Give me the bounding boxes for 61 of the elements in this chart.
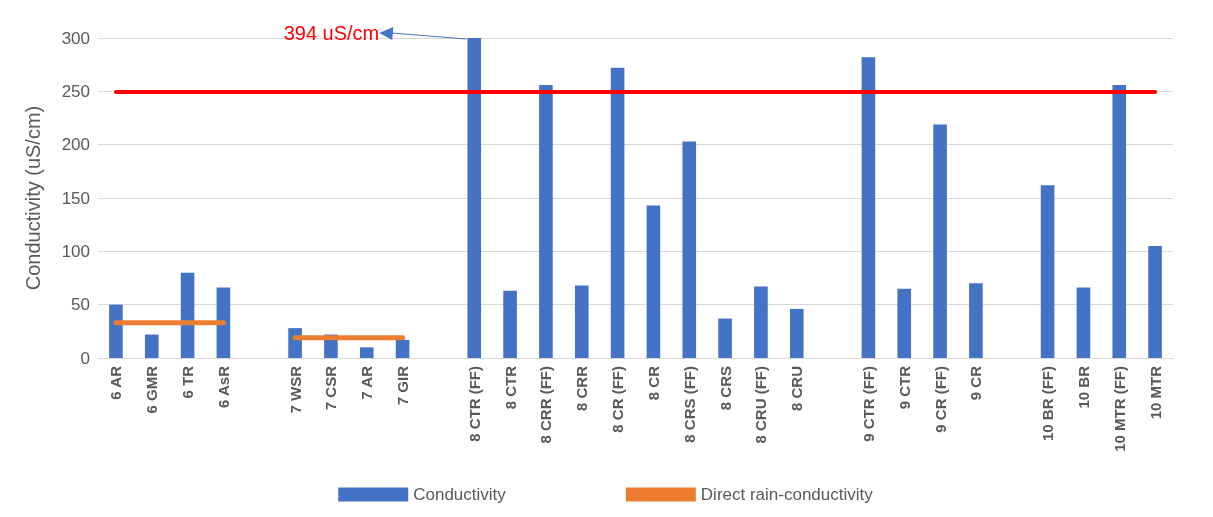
- legend-label: Conductivity: [413, 485, 507, 504]
- x-tick-label: 10 MTR: [1146, 365, 1164, 420]
- bar: [897, 288, 912, 358]
- x-tick-label: 8 CRU (FF): [752, 366, 770, 444]
- y-tick-label: 50: [71, 295, 90, 315]
- x-tick-label: 10 BR (FF): [1039, 366, 1057, 441]
- bar: [789, 308, 804, 358]
- bar: [539, 84, 553, 358]
- bar: [395, 339, 410, 358]
- bar: [503, 290, 517, 358]
- x-tick-label: 7 CSR: [322, 365, 340, 411]
- bar: [359, 347, 374, 358]
- x-tick-label: 6 AR: [107, 365, 125, 400]
- x-tick-label: 9 CTR (FF): [859, 366, 877, 442]
- x-tick-label: 8 CRR (FF): [537, 366, 555, 444]
- bar: [1040, 185, 1055, 358]
- x-tick-label: 8 CRS: [716, 366, 734, 411]
- bar: [216, 287, 231, 358]
- x-tick-label: 9 CR (FF): [931, 366, 949, 433]
- y-tick-label: 200: [61, 135, 90, 155]
- y-axis-title: Conductivity (uS/cm): [22, 105, 44, 291]
- y-tick-label: 300: [61, 28, 90, 48]
- x-tick-label: 9 CR: [967, 365, 985, 401]
- y-tick-label: 250: [61, 81, 90, 101]
- annotation: 394 uS/cm: [283, 22, 380, 44]
- x-tick-label: 8 CR (FF): [609, 366, 627, 433]
- x-tick-label: 7 WSR: [286, 365, 304, 414]
- bar: [682, 141, 697, 358]
- bar: [109, 304, 123, 358]
- x-tick-label: 10 MTR (FF): [1110, 366, 1128, 452]
- bar: [933, 124, 947, 358]
- legend-label: Direct rain-conductivity: [700, 485, 874, 504]
- bar: [969, 283, 983, 358]
- bar: [180, 272, 195, 358]
- bar: [1148, 246, 1162, 358]
- bar: [646, 205, 661, 358]
- x-tick-label: 8 CTR: [501, 365, 519, 410]
- x-tick-label: 6 AsR: [214, 365, 232, 408]
- x-tick-label: 8 CRS (FF): [680, 366, 698, 443]
- bar: [754, 286, 768, 358]
- bar: [467, 38, 482, 358]
- y-tick-label: 150: [61, 188, 90, 208]
- bar: [610, 67, 625, 358]
- y-tick-label: 0: [80, 348, 90, 368]
- x-tick-label: 8 CTR (FF): [465, 366, 483, 442]
- x-tick-label: 8 CRR: [573, 365, 591, 412]
- x-tick-label: 8 CRU: [788, 366, 806, 412]
- bar: [1076, 287, 1091, 358]
- bar: [574, 285, 589, 358]
- x-tick-label: 6 TR: [179, 365, 197, 399]
- bar: [718, 318, 732, 358]
- bar: [144, 334, 159, 358]
- x-tick-label: 8 CR: [644, 365, 662, 401]
- x-tick-label: 7 AR: [358, 365, 376, 400]
- x-tick-label: 6 GMR: [143, 365, 161, 414]
- y-tick-label: 100: [61, 241, 90, 261]
- bar: [861, 57, 876, 358]
- x-tick-label: 7 GIR: [394, 365, 412, 406]
- bar: [1112, 84, 1127, 358]
- x-tick-label: 9 CTR: [895, 365, 913, 410]
- x-tick-label: 10 BR: [1074, 365, 1092, 409]
